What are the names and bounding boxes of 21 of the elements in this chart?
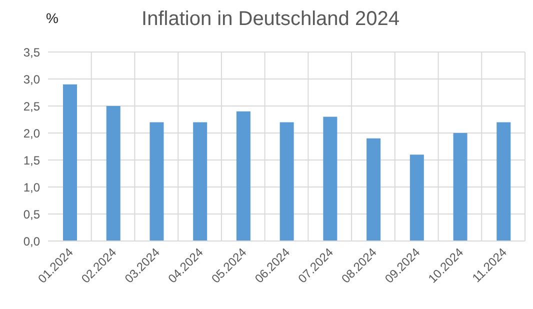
bar	[410, 154, 424, 241]
bar	[193, 122, 208, 241]
bar	[106, 106, 120, 241]
y-tick-label: 0,5	[23, 207, 40, 222]
chart-title: Inflation in Deutschland 2024	[142, 8, 400, 30]
y-tick-label: 3,0	[23, 72, 40, 86]
y-axis-title: %	[46, 10, 58, 26]
bar	[280, 122, 294, 241]
y-tick-label: 1,5	[23, 153, 40, 168]
bar	[150, 122, 164, 241]
y-tick-label: 2,5	[23, 99, 40, 114]
bar	[63, 84, 77, 241]
y-tick-label: 1,0	[23, 180, 40, 194]
bar	[366, 138, 381, 241]
y-tick-label: 2,0	[23, 126, 40, 140]
y-tick-label: 0,0	[23, 234, 40, 248]
bar	[236, 111, 250, 241]
bar	[453, 133, 468, 241]
y-tick-label: 3,5	[23, 45, 40, 60]
bar	[323, 116, 338, 241]
bar	[496, 122, 511, 241]
